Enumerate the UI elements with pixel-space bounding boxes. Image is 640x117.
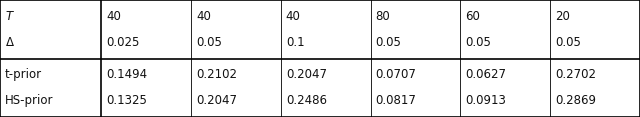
Text: 0.2869: 0.2869: [556, 94, 596, 107]
Text: 0.2102: 0.2102: [196, 68, 237, 81]
Text: 40: 40: [196, 10, 211, 23]
Text: 0.2047: 0.2047: [196, 94, 237, 107]
Text: HS-prior: HS-prior: [5, 94, 54, 107]
Text: $\Delta$: $\Delta$: [5, 36, 15, 49]
Text: 40: 40: [106, 10, 121, 23]
Text: 0.1494: 0.1494: [106, 68, 147, 81]
Text: 60: 60: [465, 10, 481, 23]
Text: 0.0817: 0.0817: [376, 94, 417, 107]
Text: 0.05: 0.05: [376, 36, 401, 49]
Text: 20: 20: [556, 10, 570, 23]
Text: 0.1325: 0.1325: [106, 94, 147, 107]
Text: 0.025: 0.025: [106, 36, 140, 49]
Text: 80: 80: [376, 10, 390, 23]
Text: $T$: $T$: [5, 10, 15, 23]
Text: 0.0707: 0.0707: [376, 68, 417, 81]
Text: 40: 40: [286, 10, 301, 23]
Text: 0.0913: 0.0913: [465, 94, 506, 107]
Text: 0.2486: 0.2486: [286, 94, 327, 107]
Text: 0.2047: 0.2047: [286, 68, 327, 81]
Text: 0.05: 0.05: [465, 36, 492, 49]
Text: 0.1: 0.1: [286, 36, 305, 49]
Text: 0.0627: 0.0627: [465, 68, 506, 81]
Text: 0.05: 0.05: [196, 36, 222, 49]
Text: t-prior: t-prior: [5, 68, 42, 81]
Text: 0.05: 0.05: [556, 36, 581, 49]
Text: 0.2702: 0.2702: [556, 68, 596, 81]
